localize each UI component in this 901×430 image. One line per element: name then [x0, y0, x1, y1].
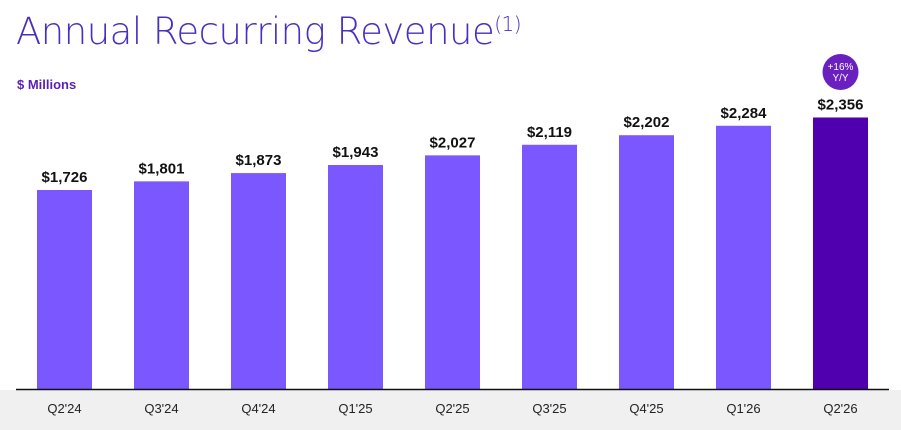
- value-label: $2,284: [721, 105, 768, 122]
- bar-q2-26: [813, 117, 868, 389]
- value-label: $2,356: [818, 96, 864, 113]
- value-label: $2,027: [430, 134, 476, 151]
- value-label: $1,943: [333, 144, 379, 161]
- x-tick-label: Q4'24: [241, 401, 275, 416]
- x-tick-label: Q3'24: [144, 401, 178, 416]
- chart-title: Annual Recurring Revenue(1): [16, 10, 522, 53]
- x-tick-label: Q4'25: [629, 401, 663, 416]
- value-label: $1,801: [139, 160, 185, 177]
- bar-q3-24: [134, 181, 189, 389]
- bar-q4-25: [619, 135, 674, 389]
- unit-label: $ Millions: [17, 77, 77, 92]
- x-tick-label: Q2'25: [435, 401, 469, 416]
- growth-badge-circle: [822, 54, 859, 90]
- x-tick-label: Q2'24: [47, 401, 81, 416]
- x-tick-label: Q1'26: [726, 401, 760, 416]
- x-tick-labels-group: Q2'24 Q3'24 Q4'24 Q1'25 Q2'25 Q3'25 Q4'25 Q1'26…: [47, 401, 857, 416]
- value-label: $2,202: [624, 114, 670, 131]
- bars-group: [37, 117, 868, 389]
- bar-q2-25: [425, 155, 480, 389]
- bar-q4-24: [231, 173, 286, 389]
- x-axis-band: [0, 390, 901, 430]
- x-tick-label: Q3'25: [532, 401, 566, 416]
- value-label: $2,119: [527, 124, 572, 141]
- growth-badge: +16% Y/Y: [822, 54, 859, 90]
- footnote-marker: (1): [494, 12, 522, 36]
- value-label: $1,873: [236, 152, 282, 169]
- bar-q3-25: [522, 144, 577, 389]
- value-labels-group: $1,726 $1,801 $1,873 $1,943 $2,027 $2,119 $2,2…: [42, 96, 864, 186]
- x-tick-label: Q1'25: [338, 401, 372, 416]
- x-tick-label: Q2'26: [823, 401, 857, 416]
- bar-q1-26: [716, 125, 771, 389]
- growth-badge-percent: +16%: [828, 62, 854, 73]
- bar-q1-25: [328, 165, 383, 389]
- growth-badge-period: Y/Y: [832, 73, 848, 84]
- chart-title-text: Annual Recurring Revenue: [16, 10, 495, 53]
- bar-q2-24: [37, 190, 92, 389]
- value-label: $1,726: [42, 169, 88, 186]
